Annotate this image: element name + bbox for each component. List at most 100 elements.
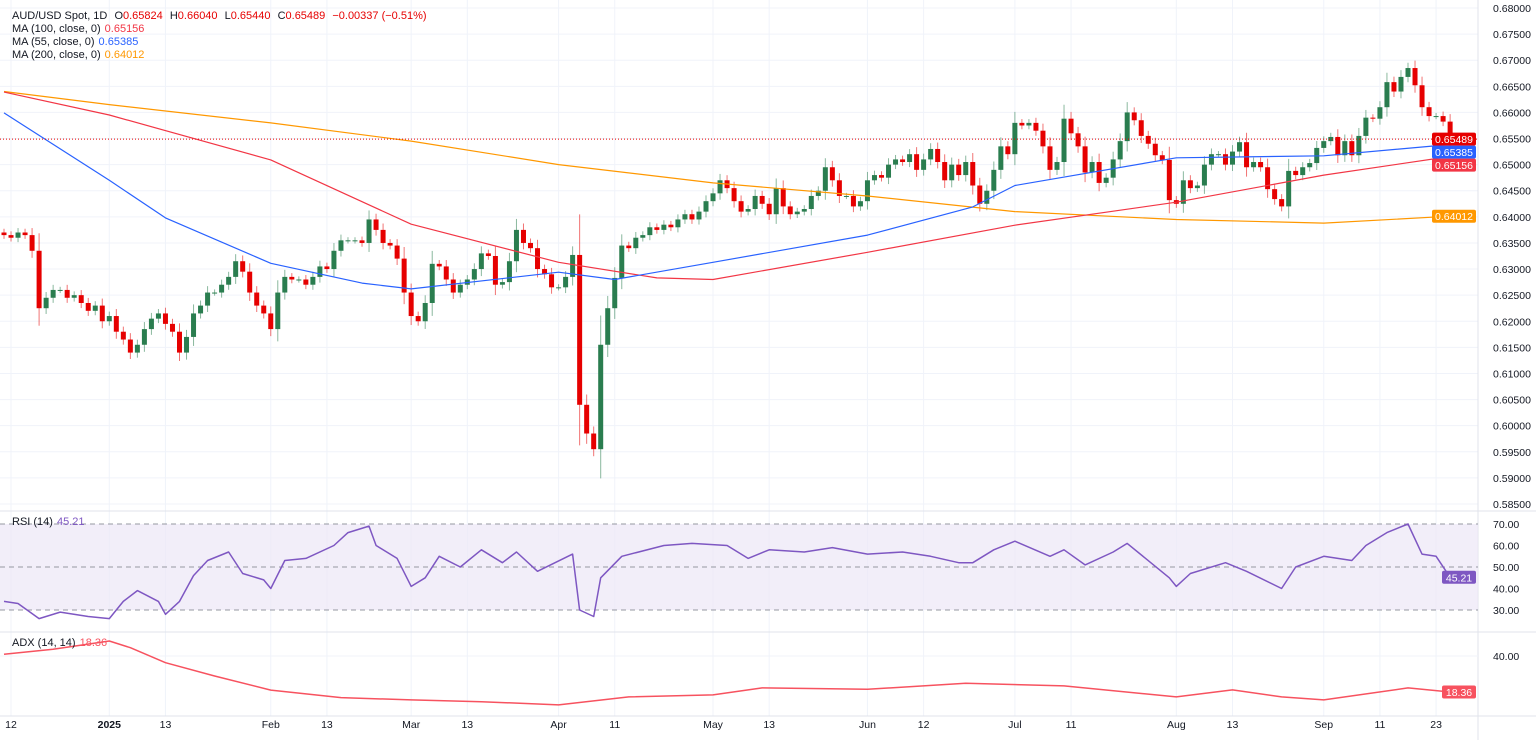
candle-up: [991, 169, 997, 191]
candle-up: [1089, 162, 1095, 173]
price-tick-label: 0.65000: [1493, 160, 1531, 172]
candle-up: [984, 190, 990, 204]
candle-up: [1201, 164, 1207, 186]
candle-up: [71, 295, 77, 298]
candle-down: [415, 316, 421, 322]
candle-up: [619, 245, 625, 278]
candle-up: [1061, 118, 1067, 163]
candle-down: [1005, 146, 1011, 155]
candle-down: [1138, 120, 1144, 136]
candle-up: [43, 297, 49, 309]
candle-up: [703, 201, 709, 212]
price-badge-label: 0.65489: [1435, 134, 1473, 146]
candle-up: [864, 180, 870, 202]
price-tick-label: 0.59000: [1493, 473, 1531, 485]
candle-up: [155, 313, 161, 319]
candle-up: [1012, 122, 1018, 155]
candle-down: [162, 313, 168, 324]
rsi-tick-label: 70.00: [1493, 519, 1519, 531]
candle-up: [1384, 82, 1390, 108]
candle-down: [1159, 155, 1165, 160]
ohlc-close: C0.65489: [278, 10, 326, 22]
price-tick-label: 0.58500: [1493, 499, 1531, 511]
open-value: 0.65824: [123, 10, 163, 22]
candle-up: [331, 250, 337, 270]
candle-up: [429, 263, 435, 303]
candle-up: [1251, 162, 1257, 168]
candle-up: [499, 282, 505, 285]
candle-down: [492, 256, 498, 285]
candle-up: [886, 164, 892, 178]
candle-down: [879, 175, 884, 178]
candle-down: [387, 242, 393, 246]
candle-up: [1208, 154, 1214, 165]
candle-down: [1265, 167, 1271, 190]
candle-up: [226, 276, 232, 285]
candle-down: [169, 323, 175, 332]
open-label: O: [114, 10, 123, 22]
candle-up: [682, 214, 688, 220]
price-badge: [1432, 132, 1476, 146]
candle-down: [85, 302, 91, 311]
candle-up: [471, 269, 477, 280]
rsi-legend: RSI (14) 45.21: [12, 516, 89, 529]
candle-up: [1026, 122, 1032, 126]
price-badge-label: 0.64012: [1435, 211, 1473, 223]
candle-down: [1335, 136, 1341, 156]
candle-down: [1440, 116, 1446, 122]
candle-up: [1103, 177, 1109, 183]
candle-up: [675, 219, 681, 228]
candle-up: [598, 344, 604, 450]
ma55-value: 0.65385: [98, 36, 139, 48]
high-label: H: [169, 10, 178, 22]
candle-down: [303, 279, 309, 285]
price-tick-label: 0.64500: [1493, 186, 1531, 198]
candle-down: [436, 263, 442, 267]
candle-up: [1328, 136, 1334, 142]
symbol-label: AUD/USD Spot, 1D: [12, 10, 108, 22]
candle-up: [794, 211, 800, 215]
time-tick-label: Jun: [859, 719, 876, 731]
candle-up: [198, 305, 204, 314]
candle-down: [577, 254, 583, 405]
candle-up: [513, 229, 519, 262]
candle-down: [1370, 117, 1376, 119]
time-tick-label: 13: [461, 719, 473, 731]
price-tick-label: 0.61500: [1493, 342, 1531, 354]
candle-up: [1321, 141, 1327, 148]
candle-up: [570, 254, 576, 277]
high-value: 0.66040: [177, 10, 218, 22]
close-label: C: [277, 10, 286, 22]
candle-up: [1398, 76, 1404, 92]
candle-down: [956, 164, 962, 176]
price-badge: [1432, 145, 1476, 159]
time-tick-label: Sep: [1314, 719, 1333, 731]
candle-up: [1124, 112, 1130, 142]
candle-down: [1426, 107, 1432, 117]
candle-down: [359, 240, 365, 243]
candle-down: [689, 214, 695, 220]
candle-down: [1258, 162, 1264, 168]
candle-up: [633, 237, 639, 249]
price-tick-label: 0.63500: [1493, 238, 1531, 250]
candle-down: [780, 188, 786, 207]
candle-up: [92, 305, 98, 311]
candle-up: [422, 302, 428, 322]
candle-up: [605, 308, 611, 345]
candle-up: [457, 284, 463, 293]
candle-down: [401, 258, 407, 293]
price-tick-label: 0.61000: [1493, 368, 1531, 380]
candle-up: [1117, 141, 1123, 160]
candle-up: [275, 292, 281, 330]
candle-down: [254, 292, 260, 306]
candle-down: [113, 316, 119, 332]
candle-down: [1447, 121, 1453, 140]
candle-down: [766, 203, 772, 215]
candle-down: [520, 229, 526, 243]
candle-down: [324, 266, 330, 270]
candle-up: [1215, 154, 1221, 156]
candle-down: [120, 331, 126, 340]
candle-down: [177, 331, 182, 353]
candle-up: [871, 175, 877, 181]
